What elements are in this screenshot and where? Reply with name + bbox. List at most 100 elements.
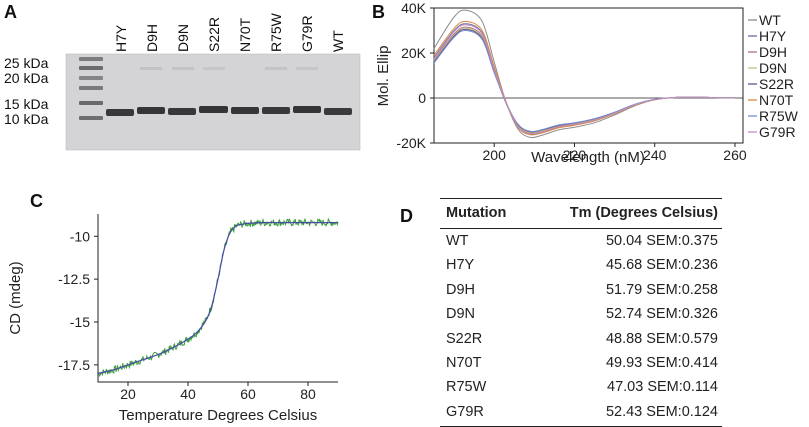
x-tick-label: 60 [240, 386, 256, 402]
x-tick-label: 40 [180, 386, 196, 402]
series-line-d9h [433, 26, 736, 134]
faint-band [265, 67, 287, 70]
lane-label-g79r: G79R [299, 15, 315, 52]
protein-band-wt [324, 108, 352, 115]
tm-cell: 50.04 SEM:0.375 [605, 233, 718, 249]
faint-band [172, 67, 194, 70]
table-row: D9H 51.79 SEM:0.258 [440, 278, 722, 302]
protein-band-r75w [262, 107, 290, 114]
x-tick-label: 260 [723, 147, 747, 163]
lane-label-s22r: S22R [206, 17, 222, 52]
y-ticks: -10 -12.5 -15 -17.5 [58, 228, 98, 373]
legend-label-n70t: N70T [759, 92, 794, 108]
table-row: D9N 52.74 SEM:0.326 [440, 302, 722, 326]
protein-band-n70t [231, 107, 259, 114]
protein-band-d9h [137, 107, 165, 114]
lane-label-d9n: D9N [175, 24, 191, 52]
ladder-band [79, 86, 103, 90]
ladder-band [79, 66, 103, 70]
tm-cell: 52.74 SEM:0.326 [605, 306, 718, 323]
table-header-row: Mutation Tm (Degrees Celsius) [440, 198, 722, 229]
mutation-cell: R75W [446, 379, 487, 396]
tm-table: Mutation Tm (Degrees Celsius) WT 50.04 SE… [440, 198, 722, 427]
mutation-cell: H7Y [446, 257, 475, 274]
y-axis-label: CD (mdeg) [7, 261, 24, 334]
y-tick-label: -15 [70, 314, 90, 330]
x-axis-label: Wavelength (nM) [531, 149, 645, 166]
gel-panel: 25 kDa 20 kDa 15 kDa 10 kDa H7Y D9H D9N … [4, 12, 361, 151]
tm-cell: 48.88 SEM:0.579 [605, 330, 718, 347]
y-tick-label: -10 [70, 228, 90, 244]
tm-table-panel: Mutation Tm (Degrees Celsius) WT 50.04 SE… [440, 198, 722, 427]
legend-label-s22r: S22R [759, 76, 794, 92]
column-header-mutation: Mutation [440, 198, 527, 229]
faint-band [140, 67, 162, 70]
faint-band [296, 67, 318, 70]
mutation-cell: WT [446, 233, 469, 249]
series-line-g79r [433, 24, 736, 135]
lane-label-h7y: H7Y [113, 24, 129, 52]
panel-label-c: C [30, 191, 43, 211]
cd-spectra-chart: 200 220 240 260 40K 20K 0 -20K Wavelength (nM)… [375, 0, 799, 166]
x-tick-label: 200 [483, 147, 507, 163]
legend-label-r75w: R75W [759, 108, 799, 124]
protein-band-d9n [168, 108, 196, 115]
series-line-s22r [433, 28, 736, 133]
y-ticks: 40K 20K 0 -20K [396, 0, 434, 151]
y-tick-label: 0 [418, 90, 426, 106]
faint-band [203, 67, 225, 70]
y-tick-label: -12.5 [58, 271, 90, 287]
table-row: WT 50.04 SEM:0.375 [440, 229, 722, 254]
ladder-label-15: 15 kDa [4, 96, 49, 112]
legend-label-d9h: D9H [759, 44, 787, 60]
melt-series [97, 217, 339, 378]
thermal-melt-chart: 20 40 60 80 -10 -12.5 -15 -17.5 Temperature De… [7, 214, 339, 424]
table-row: R75W 47.03 SEM:0.114 [440, 375, 722, 399]
panel-label-a: A [4, 2, 17, 22]
ladder-label-20: 20 kDa [4, 70, 49, 86]
table-row: S22R 48.88 SEM:0.579 [440, 327, 722, 351]
legend-label-d9n: D9N [759, 60, 787, 76]
axes [97, 214, 338, 383]
y-tick-label: 40K [401, 0, 427, 16]
panel-label-b: B [372, 2, 385, 22]
series-line-fit [97, 221, 338, 374]
tm-cell: 51.79 SEM:0.258 [605, 281, 718, 298]
protein-band-h7y [106, 109, 134, 116]
mutation-cell: D9H [446, 281, 476, 298]
tm-cell: 49.93 SEM:0.414 [605, 355, 718, 372]
plot-frame [433, 7, 744, 144]
y-tick-label: -17.5 [58, 357, 90, 373]
mutation-cell: N70T [446, 355, 482, 372]
y-tick-label: -20K [396, 135, 426, 151]
series-line-data [97, 217, 339, 378]
ladder-band [79, 57, 103, 61]
ladder-band [79, 116, 103, 120]
x-tick-label: 240 [643, 147, 667, 163]
legend-label-g79r: G79R [759, 124, 796, 140]
legend-label-h7y: H7Y [759, 28, 787, 44]
x-tick-label: 80 [300, 386, 316, 402]
protein-band-s22r [199, 106, 228, 113]
protein-band-g79r [293, 106, 321, 113]
mutation-cell: G79R [440, 399, 527, 427]
ladder-label-25: 25 kDa [4, 55, 49, 71]
mutation-cell: D9N [446, 306, 476, 323]
table-row: H7Y 45.68 SEM:0.236 [440, 253, 722, 277]
table-row: N70T 49.93 SEM:0.414 [440, 351, 722, 375]
mutation-cell: S22R [446, 330, 483, 347]
x-ticks: 20 40 60 80 [120, 382, 316, 402]
ladder-band [79, 101, 103, 105]
tm-cell: 45.68 SEM:0.236 [605, 257, 718, 274]
x-ticks: 200 220 240 260 [483, 143, 747, 163]
x-tick-label: 220 [563, 147, 587, 163]
gel-border [65, 53, 361, 151]
lane-label-wt: WT [330, 30, 346, 52]
ladder-band [79, 76, 103, 80]
x-tick-label: 20 [120, 386, 136, 402]
table-row: G79R 52.43 SEM:0.124 [440, 399, 722, 427]
x-axis-label: Temperature Degrees Celsius [119, 407, 317, 424]
series-line-n70t [433, 20, 736, 136]
legend-label-wt: WT [759, 12, 781, 28]
